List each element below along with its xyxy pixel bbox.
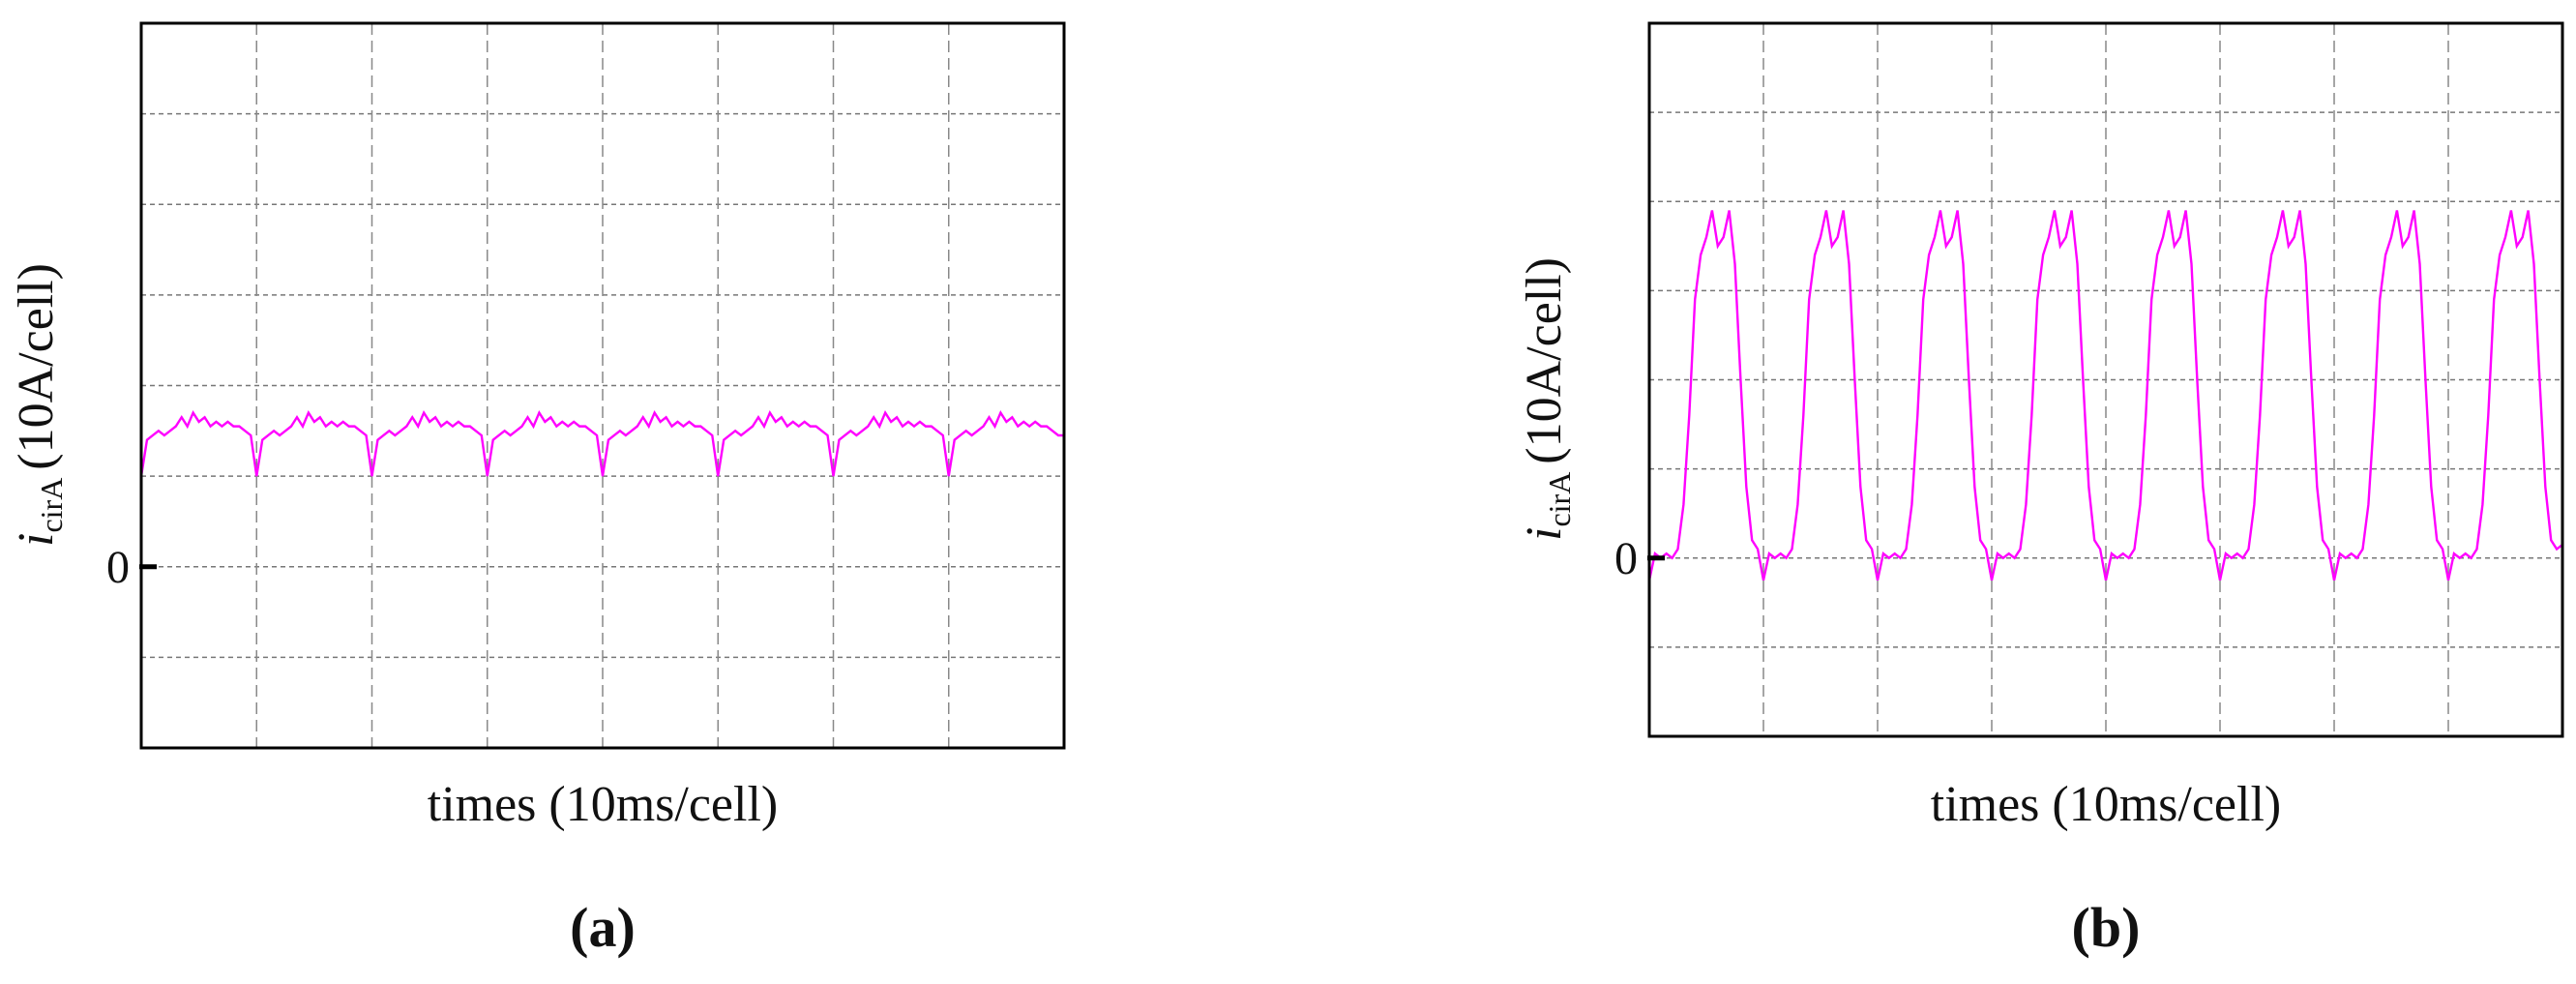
panel-label: (a) [570,896,636,959]
signal-line [1647,210,2563,581]
signal-line [139,410,1064,477]
y-label-subscript: cirA [34,478,69,533]
plot-frame [1647,21,2564,738]
y-axis-label: icirA (10A/cell) [9,263,69,547]
y-label-unit: (10A/cell) [1517,257,1572,464]
y-label-subscript: cirA [1542,472,1577,527]
y-tick-label: 0 [106,542,130,593]
panel-label: (b) [2072,896,2141,959]
y-tick-label: 0 [1614,533,1638,584]
y-axis-label: icirA (10A/cell) [1517,257,1577,541]
x-axis-label: times (10ms/cell) [1931,777,2281,832]
y-label-symbol: i [9,533,64,547]
plot-frame [139,21,1066,750]
y-label-symbol: i [1517,527,1572,541]
y-label-unit: (10A/cell) [9,263,64,470]
x-axis-label: times (10ms/cell) [428,777,778,832]
